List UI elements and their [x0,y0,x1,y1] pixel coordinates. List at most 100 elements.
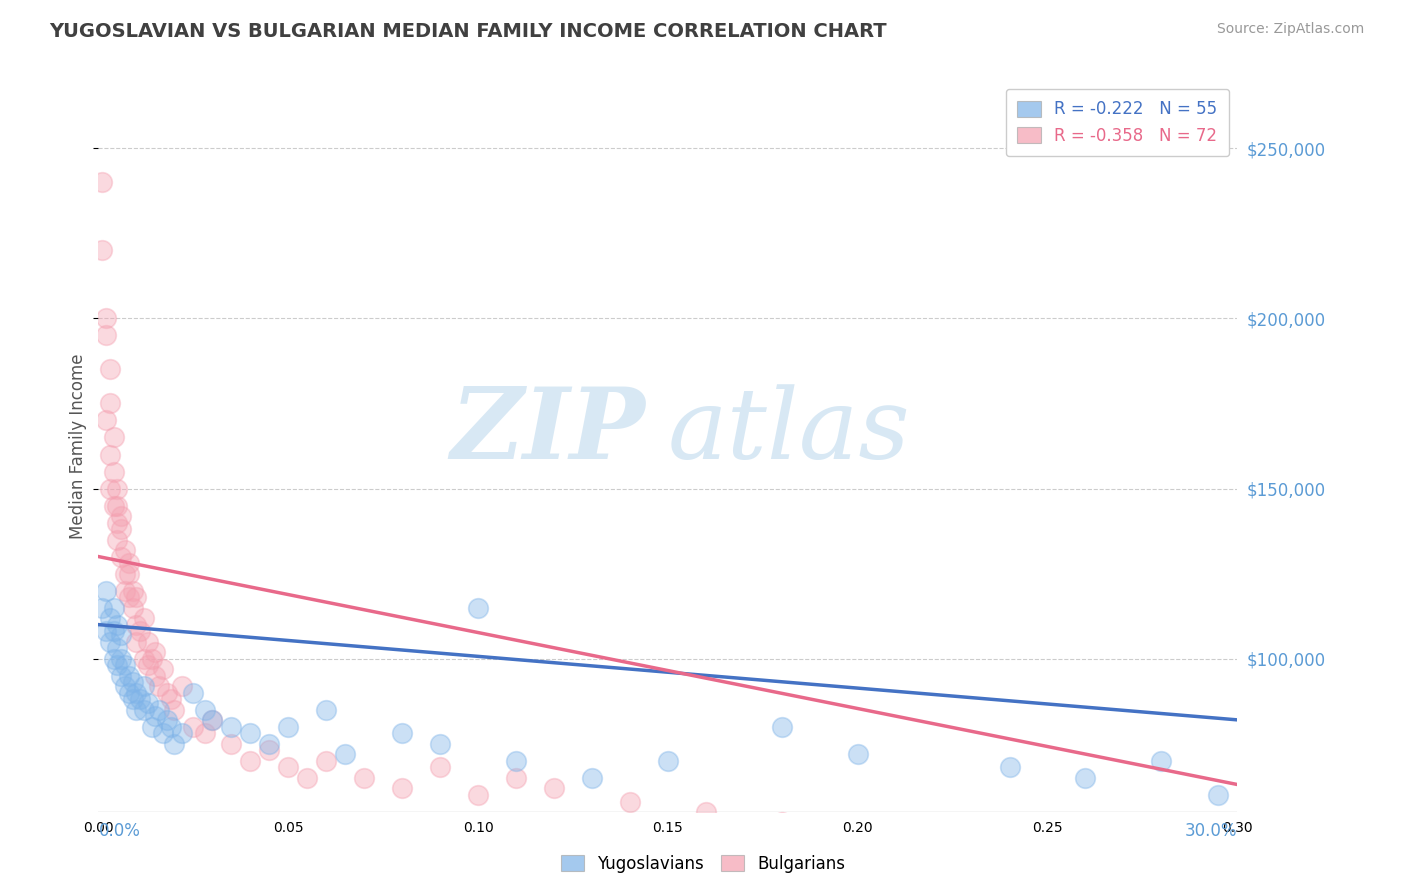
Point [695,805,717,819]
Point [141,720,163,734]
Point [132,611,155,625]
Point [259,737,281,751]
Point [201,713,224,727]
Point [107,617,129,632]
Point [1150,754,1173,768]
Point [103,600,125,615]
Point [98,482,121,496]
Point [110,668,132,682]
Point [429,737,451,751]
Point [94,413,117,427]
Point [110,508,132,523]
Point [998,849,1021,863]
Point [156,686,179,700]
Point [194,703,217,717]
Point [103,499,125,513]
Point [136,634,159,648]
Point [170,679,193,693]
Point [159,720,181,734]
Point [103,624,125,639]
Text: 0.0%: 0.0% [98,822,141,840]
Point [121,600,143,615]
Point [1074,855,1097,870]
Point [107,499,129,513]
Point [110,549,132,564]
Point [141,651,163,665]
Point [581,771,603,785]
Text: 30.0%: 30.0% [1185,822,1237,840]
Point [94,328,117,343]
Point [91,244,114,258]
Text: atlas: atlas [668,384,911,479]
Point [129,624,152,639]
Legend: Yugoslavians, Bulgarians: Yugoslavians, Bulgarians [554,848,852,880]
Point [148,679,170,693]
Point [125,591,148,605]
Legend: R = -0.222   N = 55, R = -0.358   N = 72: R = -0.222 N = 55, R = -0.358 N = 72 [1005,88,1229,156]
Point [657,754,679,768]
Point [297,771,319,785]
Point [170,726,193,740]
Point [239,754,262,768]
Point [1208,788,1230,802]
Point [132,703,155,717]
Point [846,822,869,836]
Point [98,362,121,376]
Point [467,788,489,802]
Text: YUGOSLAVIAN VS BULGARIAN MEDIAN FAMILY INCOME CORRELATION CHART: YUGOSLAVIAN VS BULGARIAN MEDIAN FAMILY I… [49,22,887,41]
Point [277,760,299,774]
Point [543,780,565,795]
Point [98,396,121,410]
Text: Source: ZipAtlas.com: Source: ZipAtlas.com [1216,22,1364,37]
Point [1188,883,1211,892]
Point [121,583,143,598]
Point [125,703,148,717]
Point [114,583,136,598]
Point [118,686,141,700]
Point [103,430,125,444]
Point [846,747,869,761]
Point [429,760,451,774]
Point [156,713,179,727]
Point [770,720,793,734]
Text: ZIP: ZIP [450,384,645,480]
Point [353,771,375,785]
Point [152,662,174,676]
Point [114,679,136,693]
Point [118,557,141,571]
Point [1074,771,1097,785]
Point [98,634,121,648]
Point [94,624,117,639]
Point [221,737,243,751]
Point [145,709,167,723]
Point [998,760,1021,774]
Point [129,692,152,706]
Point [114,542,136,557]
Point [98,448,121,462]
Point [125,634,148,648]
Point [132,679,155,693]
Point [277,720,299,734]
Point [118,591,141,605]
Point [121,692,143,706]
Point [114,566,136,581]
Point [107,482,129,496]
Point [118,668,141,682]
Point [91,600,114,615]
Point [107,533,129,547]
Point [315,754,337,768]
Point [467,600,489,615]
Point [391,780,413,795]
Point [884,829,907,843]
Point [770,814,793,829]
Point [107,641,129,656]
Point [107,658,129,673]
Point [1150,872,1173,887]
Point [145,668,167,682]
Point [194,726,217,740]
Point [391,726,413,740]
Point [145,645,167,659]
Point [159,692,181,706]
Point [1112,863,1135,877]
Point [98,611,121,625]
